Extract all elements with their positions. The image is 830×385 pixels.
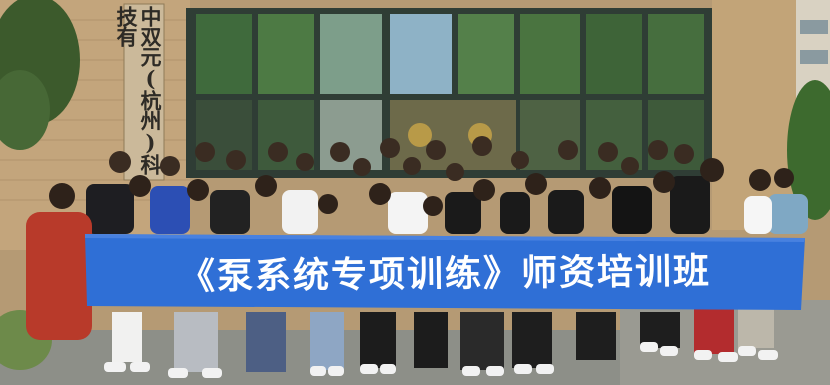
banner-text: 《泵系统专项训练》师资培训班	[85, 236, 806, 306]
